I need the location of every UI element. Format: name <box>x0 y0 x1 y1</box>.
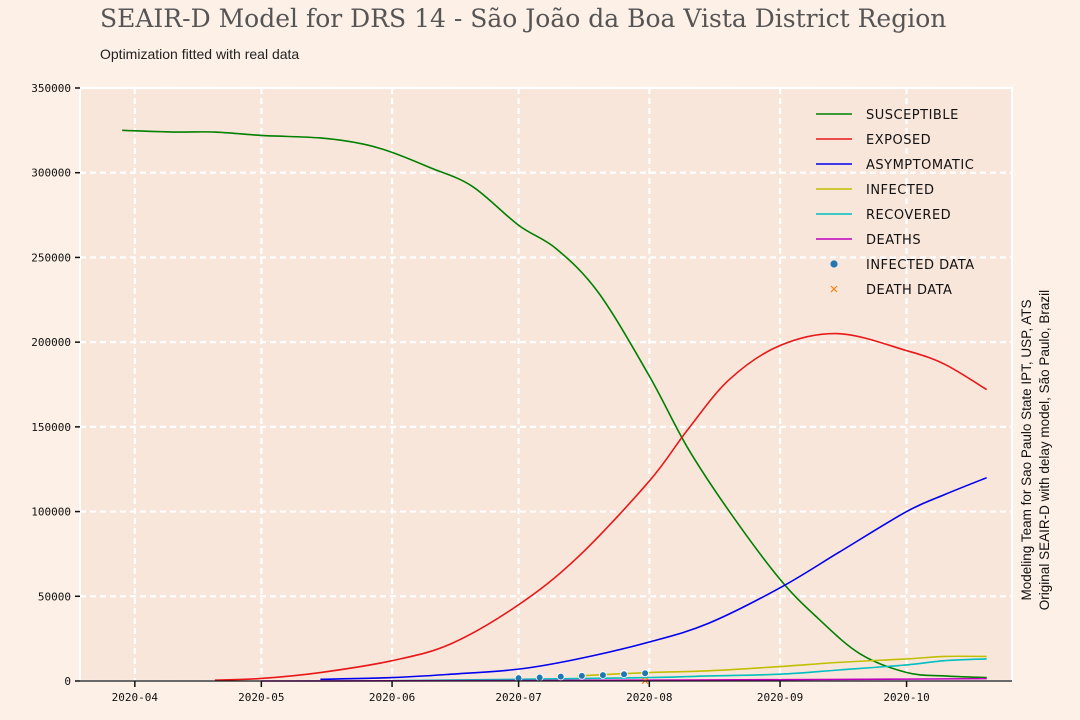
legend-label-recovered: RECOVERED <box>866 208 951 223</box>
y-tick-label: 50000 <box>38 590 71 603</box>
plot-area <box>79 87 1013 682</box>
legend-swatch-death-data <box>830 285 838 293</box>
axes: 0 50000 100000 150000 200000 250000 300000 3500… <box>31 82 1012 704</box>
legend-label-exposed: EXPOSED <box>866 133 931 148</box>
infected-data-point <box>641 669 649 678</box>
infected-data-point <box>535 673 544 682</box>
y-tick-label: 150000 <box>31 421 71 434</box>
x-tick-label: 2020-09 <box>757 691 803 704</box>
y-tick-label: 200000 <box>31 336 71 349</box>
y-tick-label: 0 <box>64 675 71 688</box>
legend-label-infected: INFECTED <box>866 183 935 198</box>
legend: SUSCEPTIBLE EXPOSED ASYMPTOMATIC INFECTED RE… <box>816 108 975 298</box>
x-tick-label: 2020-04 <box>112 691 159 704</box>
legend-label-death-data: DEATH DATA <box>866 283 952 298</box>
exposed-line <box>214 332 988 681</box>
chart-subtitle: Optimization fitted with real data <box>100 46 300 62</box>
infected-data-point <box>599 671 607 679</box>
infected-data-point <box>556 672 565 681</box>
y-tick-label: 250000 <box>31 251 71 264</box>
x-tick-label: 2020-10 <box>883 691 929 704</box>
y-tick-label: 350000 <box>31 82 71 95</box>
chart-title: SEAIR-D Model for DRS 14 - São João da B… <box>100 4 947 33</box>
susceptible-line <box>122 129 987 679</box>
x-tick-label: 2020-06 <box>369 691 415 704</box>
infected-line <box>577 655 987 677</box>
legend-swatch-infected-data <box>830 260 838 268</box>
asymptomatic-line <box>320 476 987 681</box>
x-tick-label: 2020-08 <box>626 691 672 704</box>
infected-data-point <box>578 672 586 680</box>
legend-label-infected-data: INFECTED DATA <box>866 258 975 273</box>
legend-swatch-stroke <box>830 285 838 293</box>
legend-label-deaths: DEATHS <box>866 233 921 248</box>
infected-data-point <box>620 670 628 679</box>
legend-label-asymptomatic: ASYMPTOMATIC <box>866 158 974 173</box>
x-tick-label: 2020-05 <box>238 691 284 704</box>
x-tick-label: 2020-07 <box>495 691 541 704</box>
legend-label-susceptible: SUSCEPTIBLE <box>866 108 959 123</box>
y-tick-label: 300000 <box>31 167 71 180</box>
y-tick-label: 100000 <box>31 506 71 519</box>
